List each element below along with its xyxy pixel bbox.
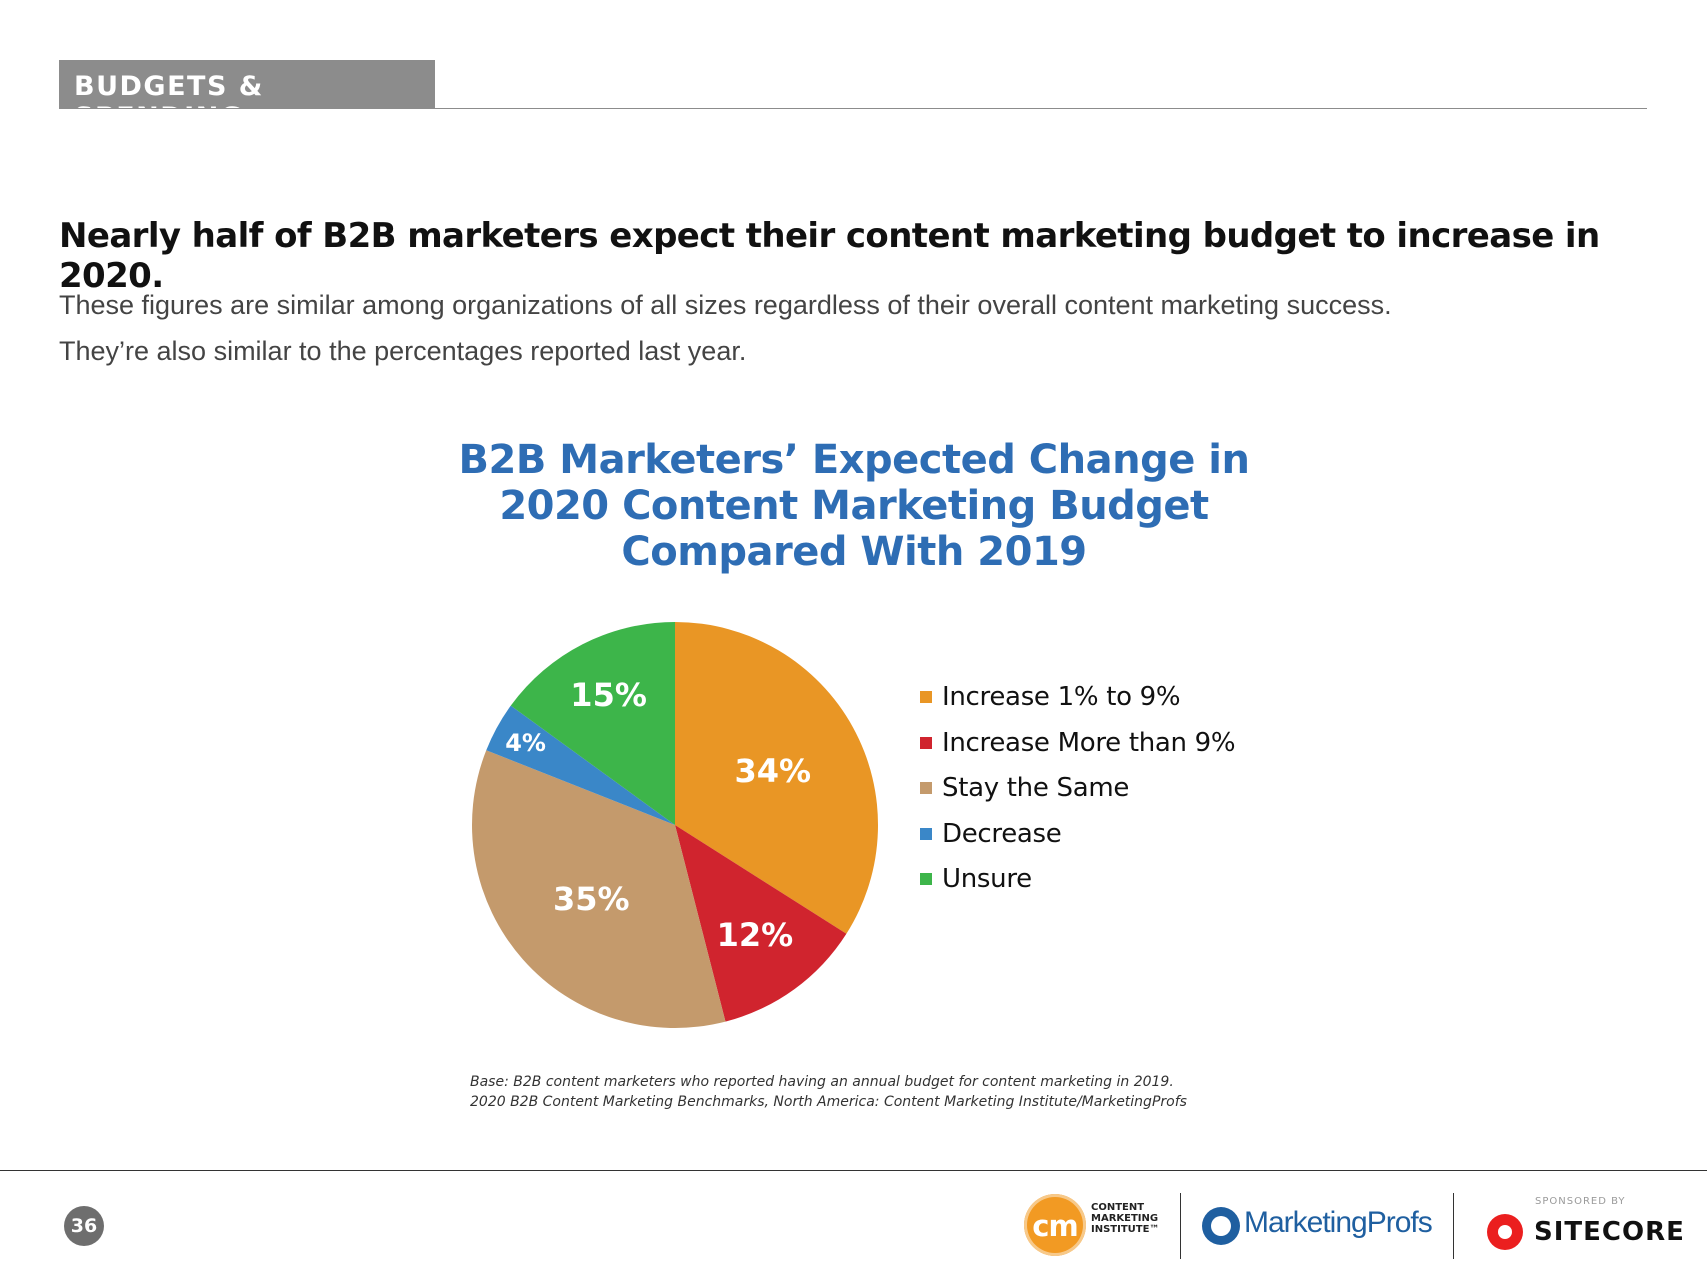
cmi-logo-line-1: CONTENT <box>1091 1202 1145 1213</box>
legend-label-4: Decrease <box>942 818 1062 849</box>
chart-footnote: Base: B2B content marketers who reported… <box>470 1072 1187 1112</box>
pie-label-4: 4% <box>505 729 546 757</box>
sitecore-text: SITECORE <box>1534 1217 1685 1247</box>
logo-divider-2 <box>1453 1193 1454 1259</box>
section-divider <box>59 108 1647 109</box>
page-subtext: These figures are similar among organiza… <box>59 282 1579 374</box>
subtext-line-1: These figures are similar among organiza… <box>59 290 1392 320</box>
pie-label-2: 12% <box>717 916 794 954</box>
section-tab: BUDGETS & SPENDING <box>59 60 435 133</box>
subtext-line-2: They’re also similar to the percentages … <box>59 336 747 366</box>
pie-slice-2 <box>675 825 847 1022</box>
logo-divider-1 <box>1180 1193 1181 1259</box>
section-label: BUDGETS & SPENDING <box>74 71 264 133</box>
legend-label-2: Increase More than 9% <box>942 727 1236 758</box>
pie-chart: 34% 12% 35% 4% 15% <box>472 622 878 1028</box>
chart-title-line-1: B2B Marketers’ Expected Change in <box>458 437 1250 483</box>
cmi-logo-line-3: INSTITUTE™ <box>1091 1224 1160 1235</box>
marketingprofs-text: MarketingProfs <box>1244 1206 1433 1239</box>
chart-title: B2B Marketers’ Expected Change in 2020 C… <box>400 437 1308 575</box>
footer-divider <box>0 1170 1707 1171</box>
cmi-logo-icon: cm <box>1024 1194 1086 1256</box>
pie-label-1: 34% <box>735 752 812 790</box>
chart-title-line-3: Compared With 2019 <box>621 529 1087 575</box>
cmi-logo-line-2: MARKETING <box>1091 1213 1159 1224</box>
legend-label-5: Unsure <box>942 864 1032 894</box>
page-number-badge: 36 <box>64 1206 104 1246</box>
pie-slice-5 <box>510 622 675 825</box>
legend-swatch-1 <box>920 691 932 703</box>
sitecore-icon <box>1487 1214 1523 1250</box>
pie-label-5: 15% <box>570 676 647 714</box>
page-headline: Nearly half of B2B marketers expect thei… <box>59 216 1600 296</box>
legend-label-1: Increase 1% to 9% <box>942 682 1181 712</box>
marketingprofs-logo[interactable]: MarketingProfs <box>1202 1204 1442 1248</box>
legend-swatch-2 <box>920 736 932 749</box>
content-marketing-institute-logo[interactable]: cm CONTENT MARKETING INSTITUTE™ <box>1024 1192 1159 1260</box>
legend-swatch-5 <box>920 873 932 885</box>
chart-title-line-2: 2020 Content Marketing Budget <box>499 483 1209 529</box>
pie-slice-1 <box>675 622 878 934</box>
cmi-logo-text: CONTENT MARKETING INSTITUTE™ <box>1091 1202 1159 1235</box>
legend-label-3: Stay the Same <box>942 773 1130 803</box>
sponsored-by-label: SPONSORED BY <box>1535 1196 1626 1207</box>
pie-slice-4 <box>486 705 675 825</box>
footnote-base: Base: B2B content marketers who reported… <box>470 1074 1174 1090</box>
sitecore-logo[interactable]: SITECORE <box>1487 1212 1684 1252</box>
footnote-source: 2020 B2B Content Marketing Benchmarks, N… <box>470 1094 1187 1110</box>
cmi-logo-mark: cm <box>1032 1209 1078 1243</box>
legend-swatch-4 <box>920 827 932 840</box>
marketingprofs-icon <box>1202 1207 1240 1245</box>
legend-swatch-3 <box>920 782 932 794</box>
pie-label-3: 35% <box>553 880 630 918</box>
pie-slice-3 <box>472 750 726 1028</box>
